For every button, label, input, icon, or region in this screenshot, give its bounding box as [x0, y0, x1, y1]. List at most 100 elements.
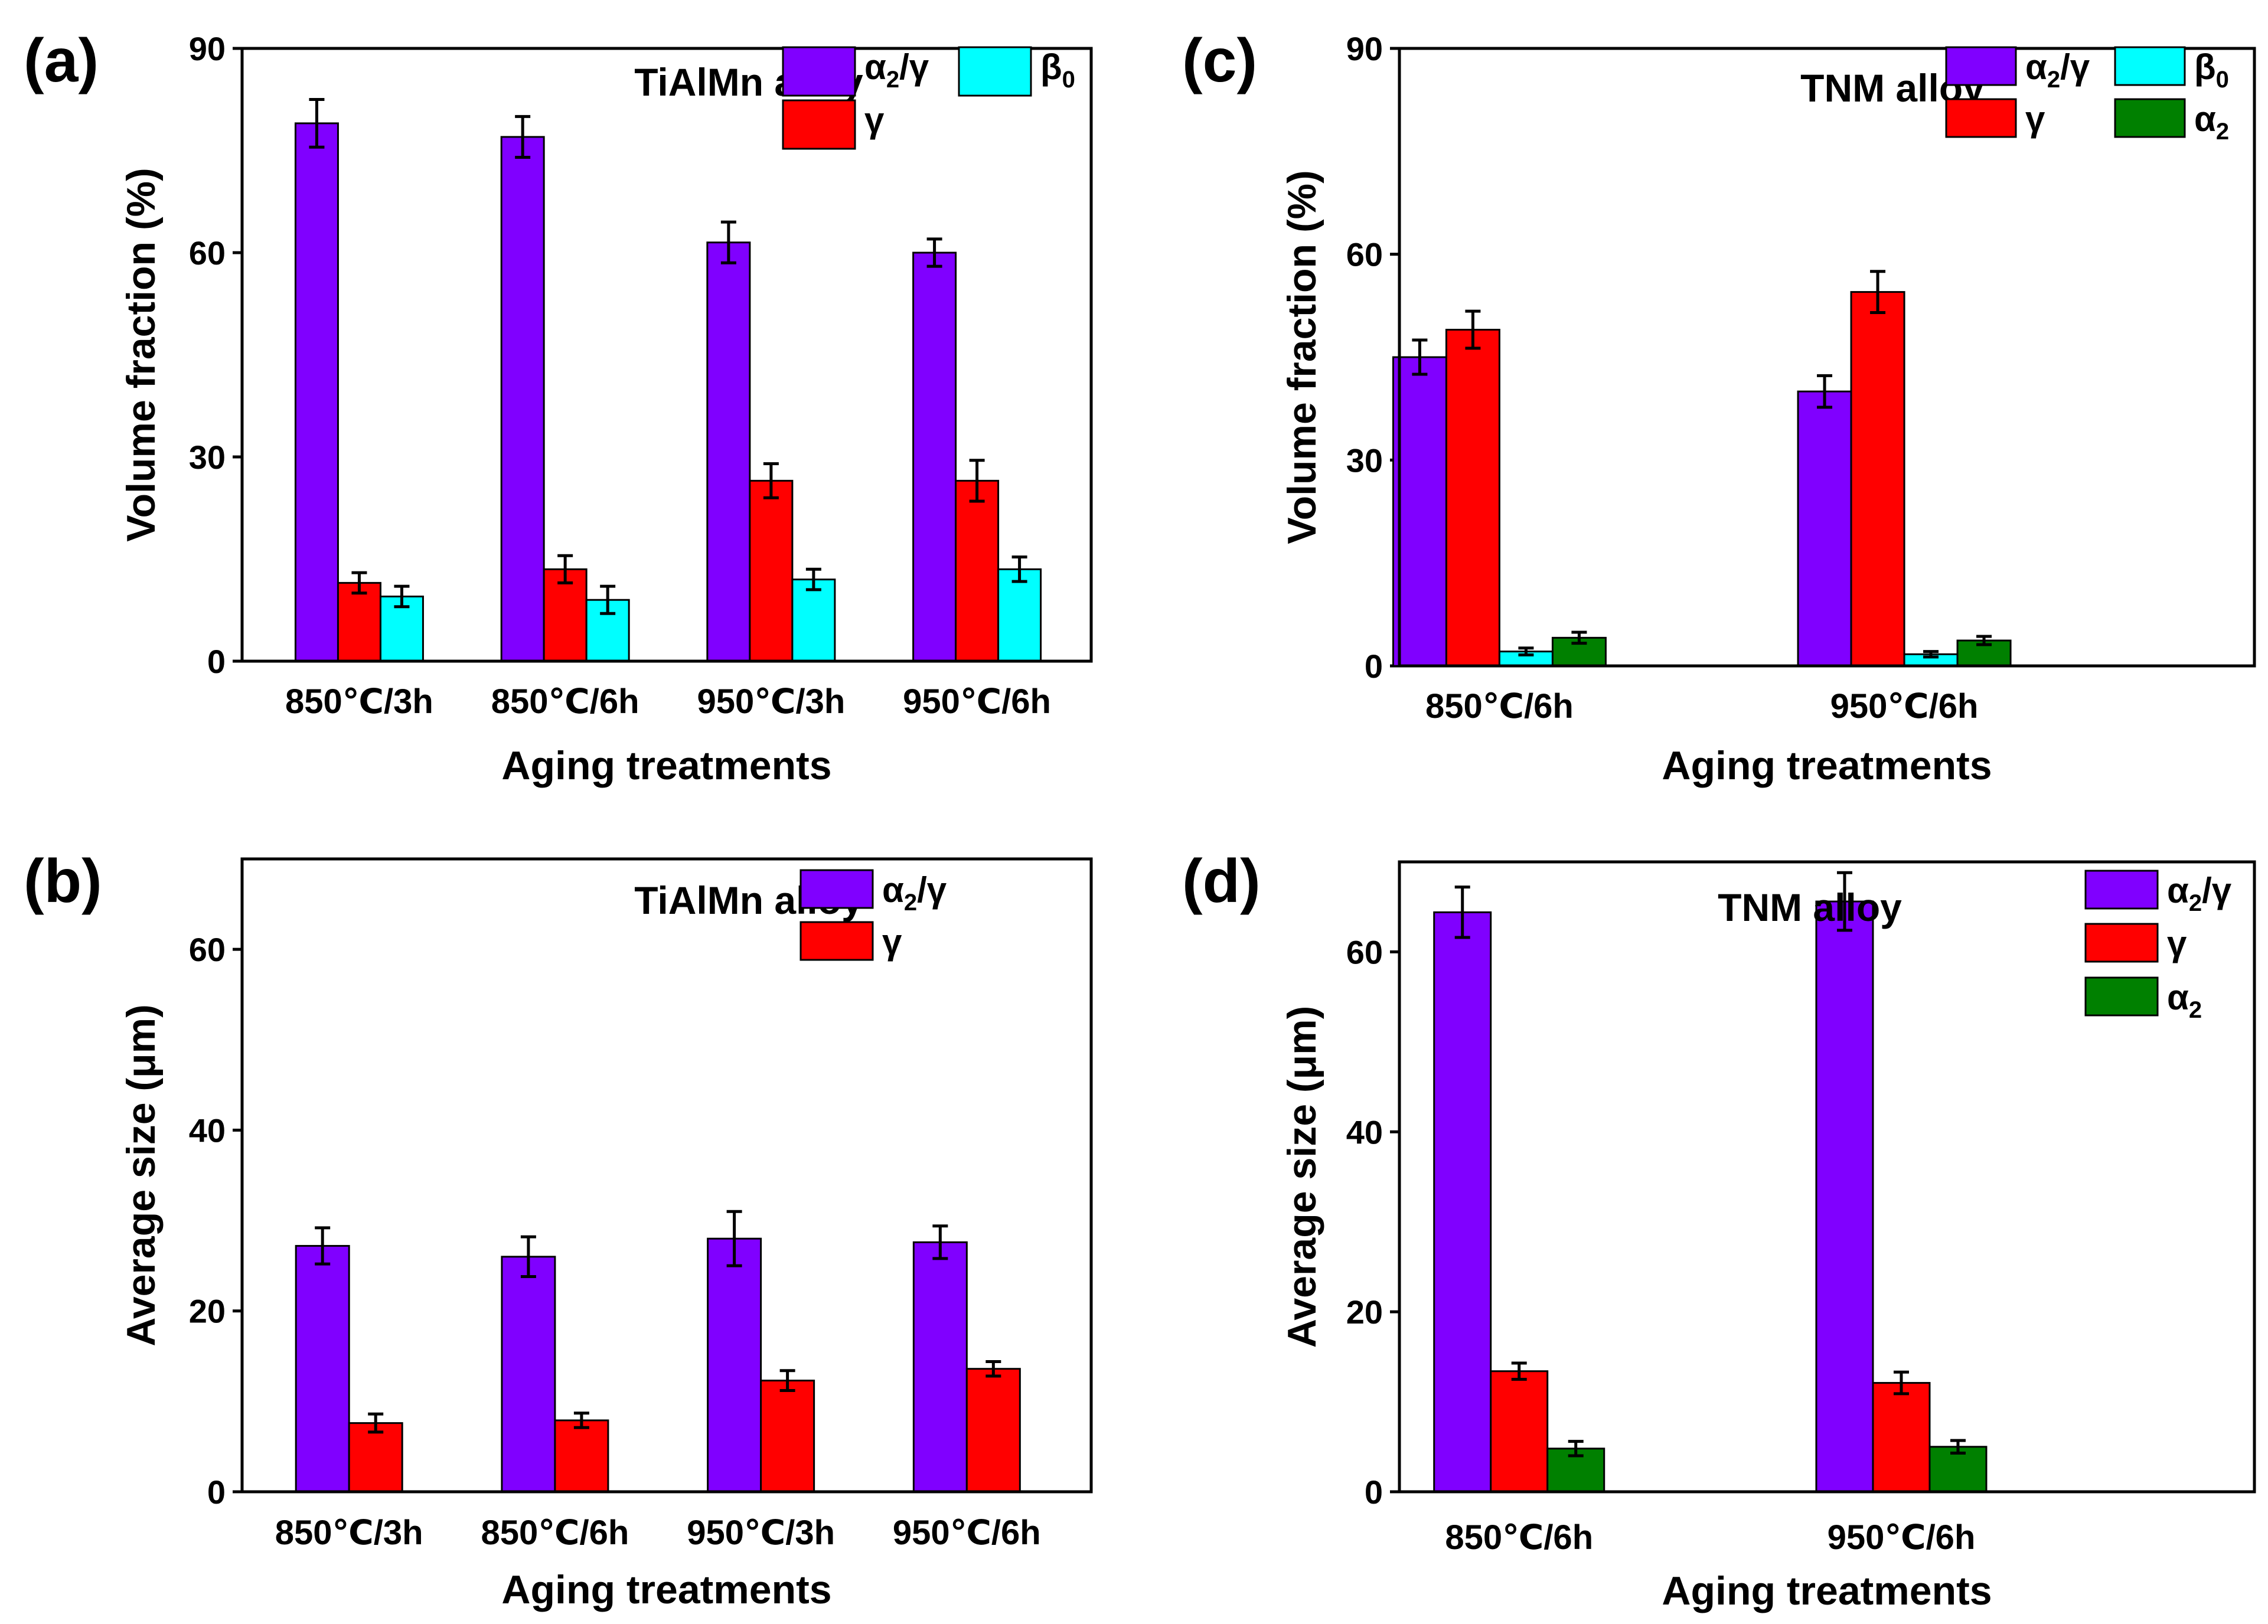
legend-label: α2	[2194, 99, 2229, 145]
legend-swatch	[782, 46, 856, 97]
legend-swatch	[799, 921, 874, 961]
x-tick-label: 850℃/6h	[1445, 1518, 1593, 1557]
panel-label: (b)	[24, 847, 102, 916]
x-tick-label: 850℃/3h	[285, 682, 433, 721]
bar	[337, 581, 381, 662]
x-axis-title: Aging treatments	[1662, 1569, 1992, 1613]
x-tick-label: 850℃/6h	[491, 682, 639, 721]
bar-series: 850℃/3h 850℃/6h 950℃/3h 950℃/6h	[275, 1210, 1041, 1552]
y-tick-label: 40	[1346, 1113, 1383, 1151]
bar	[1392, 356, 1447, 667]
bar	[1445, 329, 1500, 667]
x-axis-title: Aging treatments	[1662, 743, 1992, 788]
legend-label: γ	[2167, 924, 2187, 963]
x-tick-label: 950℃/6h	[1828, 1518, 1976, 1557]
bar	[1433, 911, 1492, 1493]
legend: α2/γ γ α2	[2084, 870, 2232, 1023]
y-tick-label: 20	[189, 1293, 226, 1330]
y-tick-label: 60	[189, 931, 226, 968]
x-tick-label: 850℃/6h	[481, 1514, 629, 1552]
bar	[997, 568, 1042, 662]
y-axis-title: Average size (μm)	[1280, 1006, 1324, 1348]
plot-frame	[240, 47, 1093, 663]
y-tick-label: 0	[1365, 648, 1383, 685]
panel-a-volume-fraction-tialmn: (a) Volume fraction (%) 0 30 60 90 850℃/3h 8…	[24, 27, 1093, 788]
y-axis-title: Volume fraction (%)	[1280, 170, 1324, 544]
y-axis-ticks: 0 20 40 60	[1346, 933, 1399, 1511]
legend-swatch	[2084, 923, 2159, 963]
bar	[1815, 900, 1874, 1493]
legend: α2/γ γ	[799, 869, 947, 962]
legend-swatch	[782, 99, 856, 150]
legend-swatch	[2114, 98, 2186, 138]
bar	[554, 1419, 609, 1493]
legend-swatch	[2084, 976, 2159, 1017]
bar	[348, 1422, 403, 1493]
bar	[760, 1380, 815, 1493]
y-axis-ticks: 0 30 60 90	[1346, 30, 1399, 685]
panel-label: (a)	[24, 27, 99, 95]
x-axis-title: Aging treatments	[501, 1567, 831, 1612]
y-tick-label: 90	[189, 30, 226, 67]
legend-label: γ	[2025, 99, 2045, 139]
legend-swatch	[2084, 870, 2159, 910]
plot-frame	[240, 857, 1093, 1494]
legend-swatch	[958, 46, 1032, 97]
bar	[1850, 291, 1905, 667]
legend-swatch	[2114, 46, 2186, 86]
bar	[1490, 1370, 1549, 1493]
y-tick-label: 60	[189, 234, 226, 272]
bar	[295, 1244, 350, 1493]
y-tick-label: 30	[189, 439, 226, 476]
legend: α2/γ β0 γ	[782, 46, 1075, 150]
legend-label: α2/γ	[2025, 47, 2090, 93]
legend-swatch	[1945, 46, 2017, 86]
y-axis-title: Volume fraction (%)	[119, 168, 164, 541]
x-tick-label: 850℃/6h	[1425, 687, 1574, 726]
bar	[1797, 390, 1852, 667]
bar	[965, 1368, 1021, 1493]
x-tick-label: 850℃/3h	[275, 1514, 423, 1552]
bar	[749, 479, 794, 662]
x-axis-title: Aging treatments	[501, 743, 831, 788]
panel-label: (d)	[1182, 847, 1261, 916]
x-tick-label: 950℃/3h	[697, 682, 845, 721]
legend-label: α2/γ	[882, 870, 947, 916]
y-axis-ticks: 0 20 40 60	[189, 931, 242, 1511]
legend-label: γ	[864, 100, 885, 140]
bar	[912, 1241, 968, 1493]
bar	[955, 479, 1000, 662]
x-tick-label: 950℃/6h	[893, 1514, 1041, 1552]
bar	[706, 241, 751, 662]
legend-label: α2	[2167, 978, 2202, 1023]
y-tick-label: 40	[189, 1112, 226, 1149]
legend-label: α2/γ	[2167, 871, 2232, 916]
legend-label: β0	[2194, 47, 2229, 93]
x-tick-label: 950℃/3h	[687, 1514, 835, 1552]
y-tick-label: 60	[1346, 236, 1383, 273]
plot-frame	[1398, 47, 2256, 668]
y-tick-label: 60	[1346, 933, 1383, 971]
y-tick-label: 90	[1346, 30, 1383, 67]
bar	[501, 1256, 556, 1493]
alloy-title: TNM alloy	[1718, 885, 1902, 929]
legend-swatch	[1945, 98, 2017, 138]
y-axis-title: Average size (μm)	[119, 1004, 164, 1347]
y-axis-ticks: 0 30 60 90	[189, 30, 242, 680]
bar	[1872, 1382, 1931, 1493]
y-tick-label: 0	[207, 643, 226, 680]
legend-label: β0	[1040, 47, 1075, 93]
plot-frame	[1398, 860, 2256, 1494]
bar	[294, 122, 339, 662]
bar	[912, 251, 957, 662]
y-tick-label: 0	[1365, 1473, 1383, 1511]
legend-swatch	[799, 869, 874, 909]
legend-label: γ	[882, 922, 902, 962]
panel-d-average-size-tnm: (d) Average size (μm) 0 20 40 60 850℃/6h 950…	[1182, 847, 2256, 1613]
bar-series: 850℃/6h 950℃/6h	[1392, 270, 2012, 726]
bar	[500, 136, 545, 662]
y-tick-label: 0	[207, 1473, 226, 1511]
legend-label: α2/γ	[864, 47, 929, 93]
